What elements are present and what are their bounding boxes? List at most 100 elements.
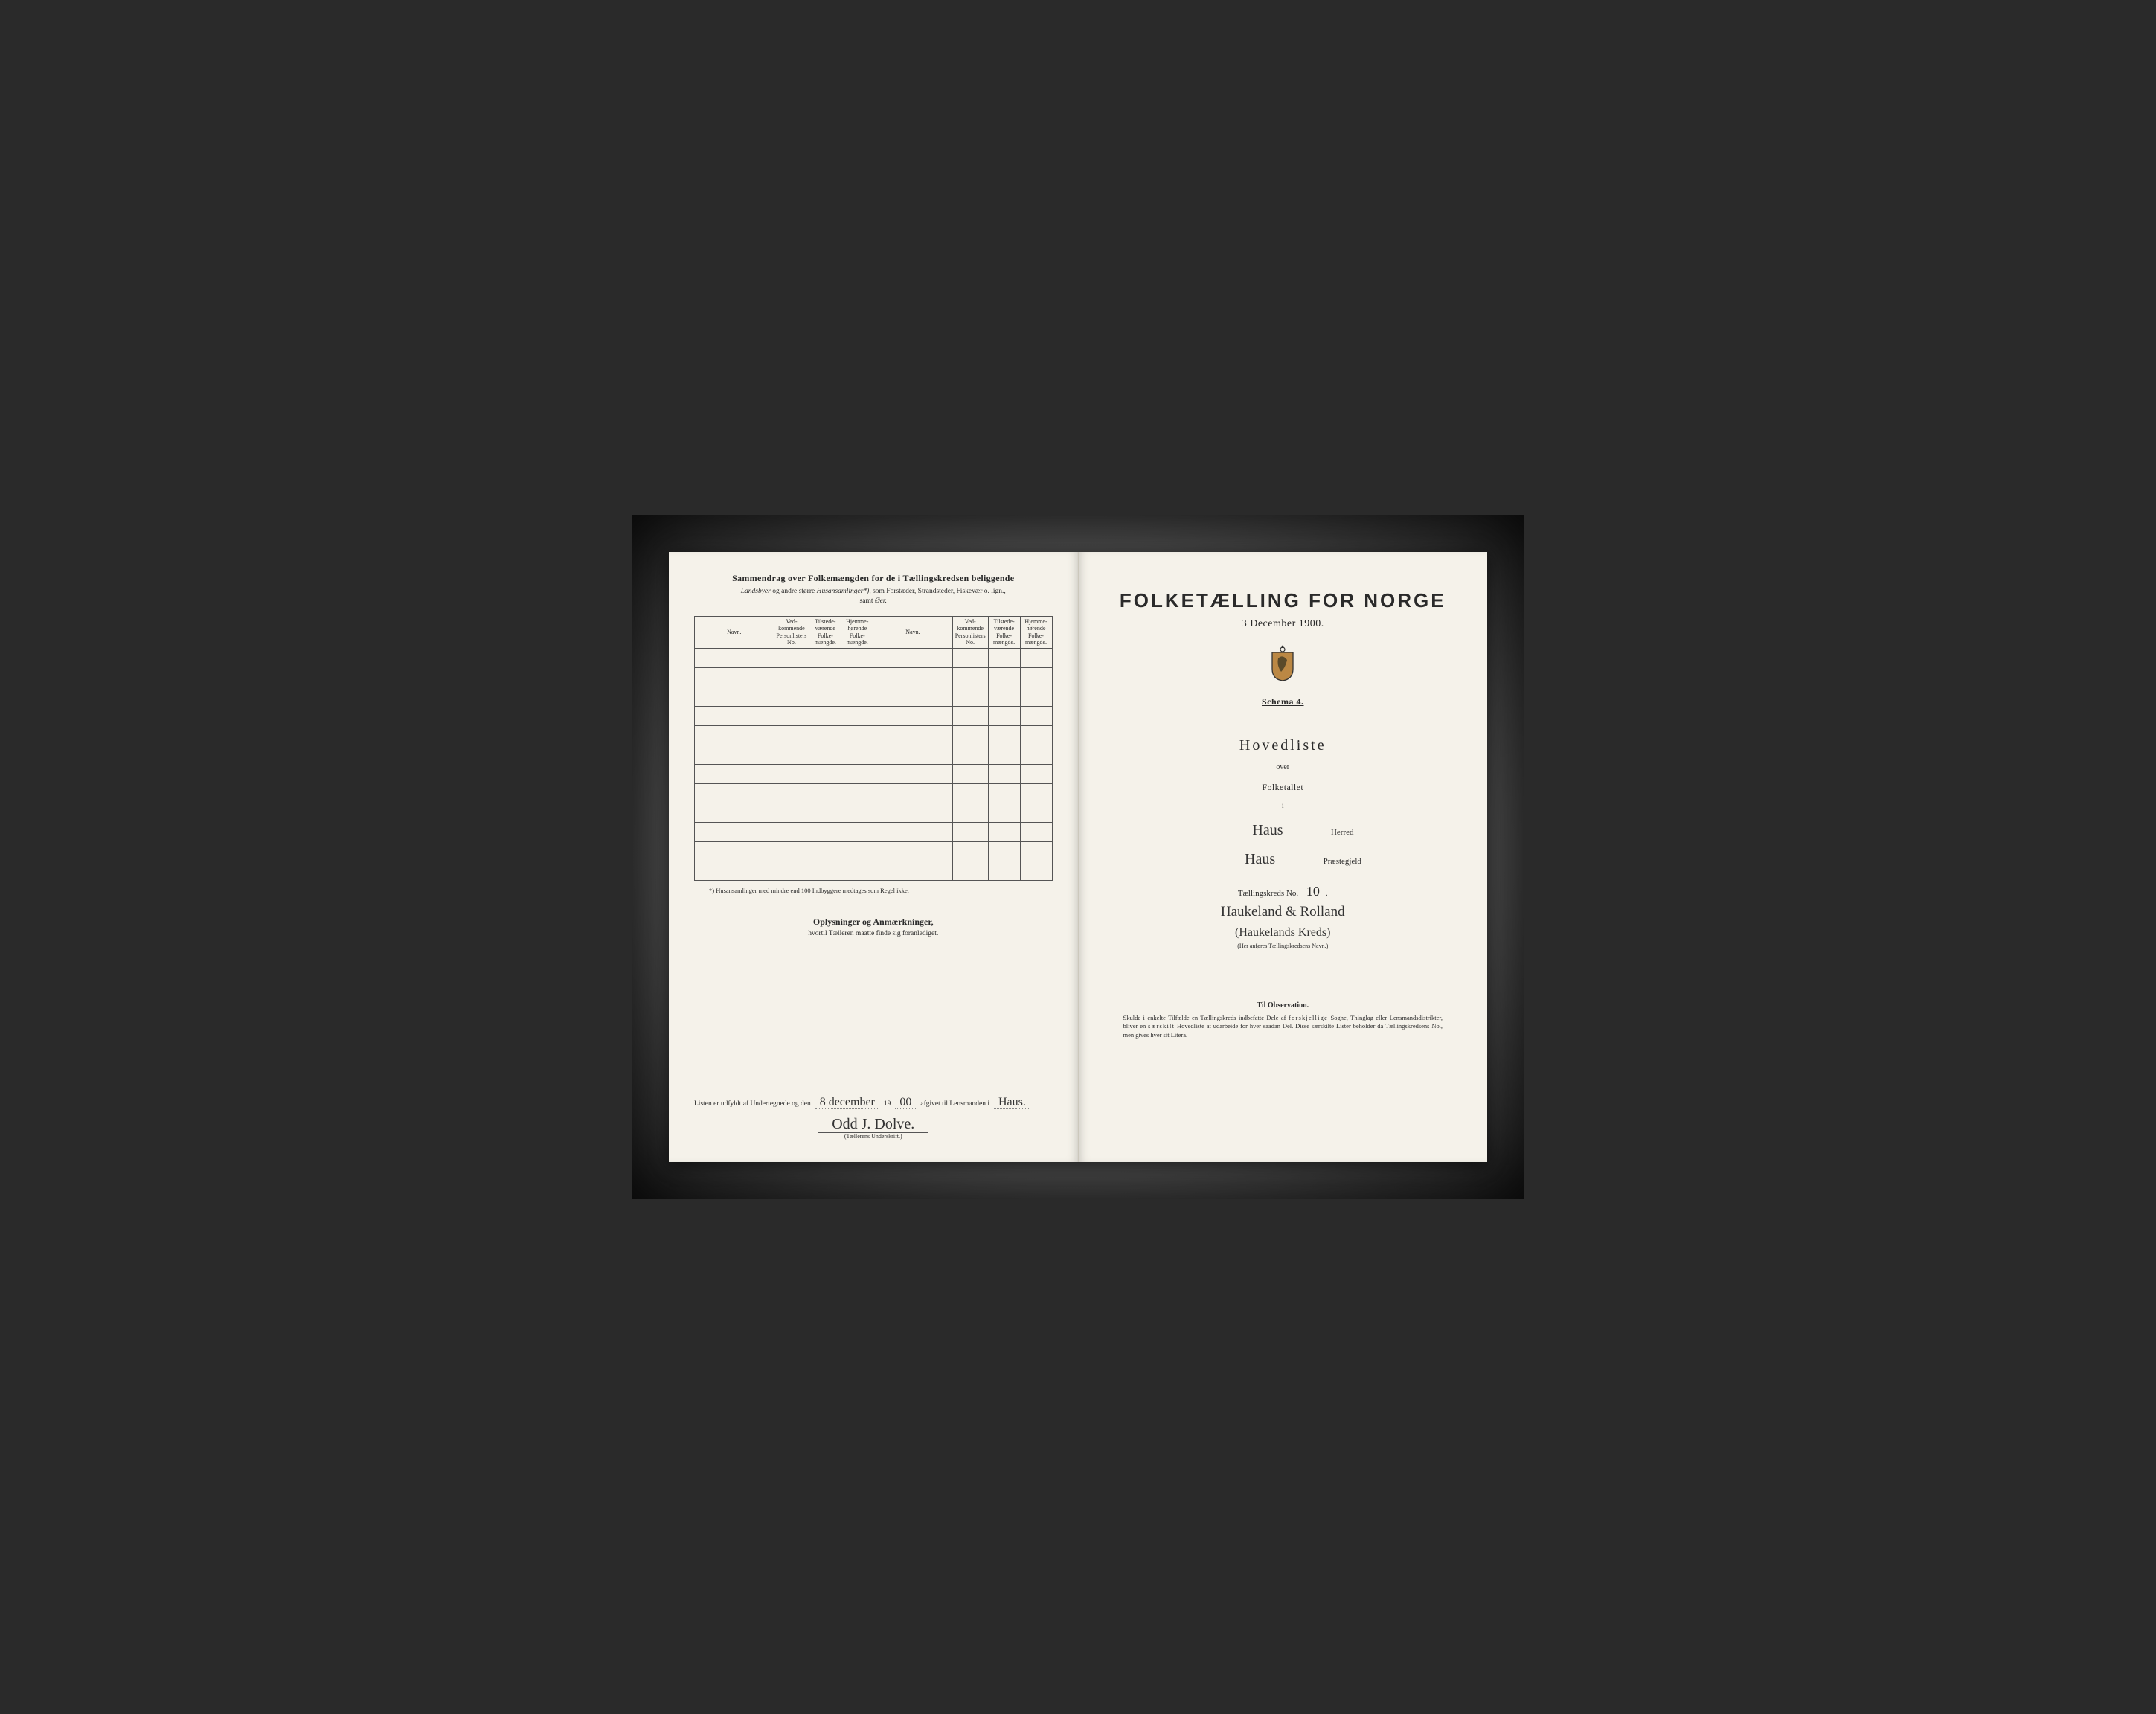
table-cell bbox=[774, 706, 809, 725]
table-cell bbox=[774, 783, 809, 803]
herred-value: Haus bbox=[1248, 822, 1287, 838]
table-row bbox=[695, 725, 1053, 745]
coat-of-arms-icon bbox=[1266, 643, 1299, 682]
table-cell bbox=[841, 725, 873, 745]
book-spread: Sammendrag over Folkemængden for de i Tæ… bbox=[669, 552, 1487, 1162]
herred-blank: Haus bbox=[1212, 823, 1324, 838]
sig-place-handwritten: Haus. bbox=[994, 1097, 1030, 1109]
table-cell bbox=[809, 841, 841, 861]
table-cell bbox=[774, 648, 809, 667]
table-cell bbox=[774, 841, 809, 861]
table-cell bbox=[695, 822, 774, 841]
table-cell bbox=[988, 687, 1020, 706]
herred-label: Herred bbox=[1331, 828, 1354, 837]
table-cell bbox=[873, 822, 953, 841]
signature-caption: (Tællerens Underskrift.) bbox=[694, 1133, 1053, 1140]
prestegjeld-row: Haus Præstegjeld bbox=[1104, 852, 1463, 867]
remarks-title: Oplysninger og Anmærkninger, bbox=[694, 917, 1053, 928]
table-cell bbox=[809, 803, 841, 822]
table-cell bbox=[873, 667, 953, 687]
table-cell bbox=[1020, 706, 1052, 725]
table-cell bbox=[1020, 783, 1052, 803]
subtitle-part: samt bbox=[860, 597, 875, 605]
table-row bbox=[695, 745, 1053, 764]
table-cell bbox=[774, 667, 809, 687]
table-row bbox=[695, 648, 1053, 667]
subtitle-part: Husansamlinger*) bbox=[817, 588, 870, 595]
table-cell bbox=[988, 803, 1020, 822]
subtitle-part: Landsbyer bbox=[741, 588, 771, 595]
signature-name-row: Odd J. Dolve. bbox=[694, 1117, 1053, 1132]
sig-text: 19 bbox=[884, 1100, 891, 1108]
table-cell bbox=[695, 783, 774, 803]
i-label: i bbox=[1104, 802, 1463, 809]
table-cell bbox=[988, 648, 1020, 667]
table-cell bbox=[873, 687, 953, 706]
table-cell bbox=[774, 861, 809, 880]
table-cell bbox=[695, 706, 774, 725]
sig-date-handwritten: 8 december bbox=[815, 1097, 879, 1109]
table-cell bbox=[841, 803, 873, 822]
table-cell bbox=[695, 687, 774, 706]
table-cell bbox=[841, 783, 873, 803]
table-cell bbox=[841, 841, 873, 861]
table-cell bbox=[695, 667, 774, 687]
table-cell bbox=[1020, 745, 1052, 764]
table-cell bbox=[1020, 725, 1052, 745]
table-cell bbox=[809, 861, 841, 880]
kreds-number: 10 bbox=[1300, 884, 1326, 899]
table-cell bbox=[873, 648, 953, 667]
table-header-row: Navn. Ved- kommende Personlisters No. Ti… bbox=[695, 616, 1053, 648]
signature-block: Listen er udfyldt af Undertegnede og den… bbox=[694, 1097, 1053, 1140]
census-title: FOLKETÆLLING FOR NORGE bbox=[1104, 589, 1463, 612]
table-cell bbox=[1020, 861, 1052, 880]
table-cell bbox=[1020, 803, 1052, 822]
photo-frame: Sammendrag over Folkemængden for de i Tæ… bbox=[632, 515, 1524, 1199]
table-cell bbox=[988, 861, 1020, 880]
sig-text: Listen er udfyldt af Undertegnede og den bbox=[694, 1100, 811, 1108]
table-row bbox=[695, 861, 1053, 880]
table-cell bbox=[841, 706, 873, 725]
table-cell bbox=[988, 667, 1020, 687]
left-page: Sammendrag over Folkemængden for de i Tæ… bbox=[669, 552, 1079, 1162]
table-cell bbox=[809, 725, 841, 745]
subtitle-part: Øer. bbox=[875, 597, 887, 605]
table-cell bbox=[952, 648, 988, 667]
table-cell bbox=[809, 783, 841, 803]
prestegjeld-blank: Haus bbox=[1204, 852, 1316, 867]
th-hjemme: Hjemme- hørende Folke- mængde. bbox=[841, 616, 873, 648]
table-cell bbox=[952, 745, 988, 764]
sig-text: afgivet til Lensmanden i bbox=[920, 1100, 989, 1108]
table-cell bbox=[841, 745, 873, 764]
table-cell bbox=[952, 822, 988, 841]
table-cell bbox=[952, 764, 988, 783]
table-cell bbox=[873, 861, 953, 880]
table-cell bbox=[873, 803, 953, 822]
table-footnote: *) Husansamlinger med mindre end 100 Ind… bbox=[709, 887, 1053, 894]
kreds-caption: (Her anføres Tællingskredsens Navn.) bbox=[1104, 943, 1463, 949]
th-navn: Navn. bbox=[695, 616, 774, 648]
table-cell bbox=[988, 822, 1020, 841]
table-cell bbox=[841, 861, 873, 880]
kreds-name-line1: Haukeland & Rolland bbox=[1104, 904, 1463, 921]
table-cell bbox=[952, 706, 988, 725]
table-cell bbox=[809, 822, 841, 841]
table-cell bbox=[1020, 822, 1052, 841]
table-cell bbox=[695, 725, 774, 745]
table-row bbox=[695, 822, 1053, 841]
table-cell bbox=[841, 822, 873, 841]
table-cell bbox=[1020, 667, 1052, 687]
remarks-subtitle: hvortil Tælleren maatte finde sig foranl… bbox=[694, 930, 1053, 937]
observation-block: Til Observation. Skulde i enkelte Tilfæl… bbox=[1104, 1001, 1463, 1039]
table-cell bbox=[809, 764, 841, 783]
table-cell bbox=[988, 725, 1020, 745]
table-cell bbox=[988, 745, 1020, 764]
table-cell bbox=[873, 706, 953, 725]
table-cell bbox=[774, 822, 809, 841]
table-row bbox=[695, 687, 1053, 706]
table-row bbox=[695, 783, 1053, 803]
table-cell bbox=[809, 706, 841, 725]
subtitle-part: og andre større bbox=[771, 588, 817, 595]
summary-table: Navn. Ved- kommende Personlisters No. Ti… bbox=[694, 616, 1053, 881]
table-cell bbox=[988, 706, 1020, 725]
